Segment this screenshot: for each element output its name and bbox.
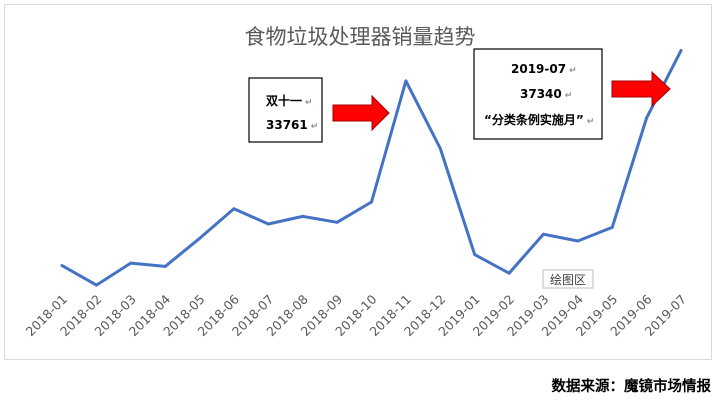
annotation-box (248, 77, 323, 143)
red-arrow-icon (611, 70, 671, 108)
data-point (610, 226, 614, 229)
annotation-value: 33761 ↵ (266, 118, 318, 132)
data-point (576, 239, 580, 243)
data-point (507, 271, 511, 275)
annotation-label: 双十一 ↵ (266, 93, 313, 108)
tooltip-text: 绘图区 (550, 272, 586, 287)
data-point (473, 253, 477, 256)
chart-title: 食物垃圾处理器销量趋势 (245, 25, 476, 49)
series-layer (60, 49, 683, 287)
annotation-double-eleven: 双十一 ↵ 33761 ↵ (248, 77, 323, 143)
data-point (679, 49, 683, 52)
red-arrow-icon (332, 94, 390, 132)
data-point (60, 264, 64, 267)
data-point (232, 207, 236, 211)
data-point (542, 232, 545, 236)
data-point (94, 283, 98, 287)
tooltip-box (542, 269, 594, 289)
annotation-regulation-month: 2019-07 ↵ 37340 ↵ “分类条例实施月” ↵ (473, 48, 603, 140)
data-point (163, 265, 167, 268)
data-source: 数据来源：魔镜市场情报 (552, 377, 712, 395)
data-point (404, 79, 408, 83)
data-point (198, 237, 201, 240)
data-point (266, 222, 270, 226)
plot-area-tooltip: 绘图区 (542, 269, 594, 289)
data-point (438, 147, 442, 150)
data-point (645, 116, 649, 120)
annotation-value: 37340 ↵ (520, 87, 572, 101)
data-point (370, 200, 373, 204)
data-point (335, 220, 339, 224)
annotation-label: “分类条例实施月” ↵ (484, 112, 594, 127)
data-point (301, 214, 305, 218)
x-axis-ticks: 2018-012018-022018-032018-042018-052018-… (23, 291, 690, 339)
annotation-box (473, 48, 603, 140)
annotation-date: 2019-07 ↵ (511, 62, 577, 76)
data-point (129, 261, 133, 265)
